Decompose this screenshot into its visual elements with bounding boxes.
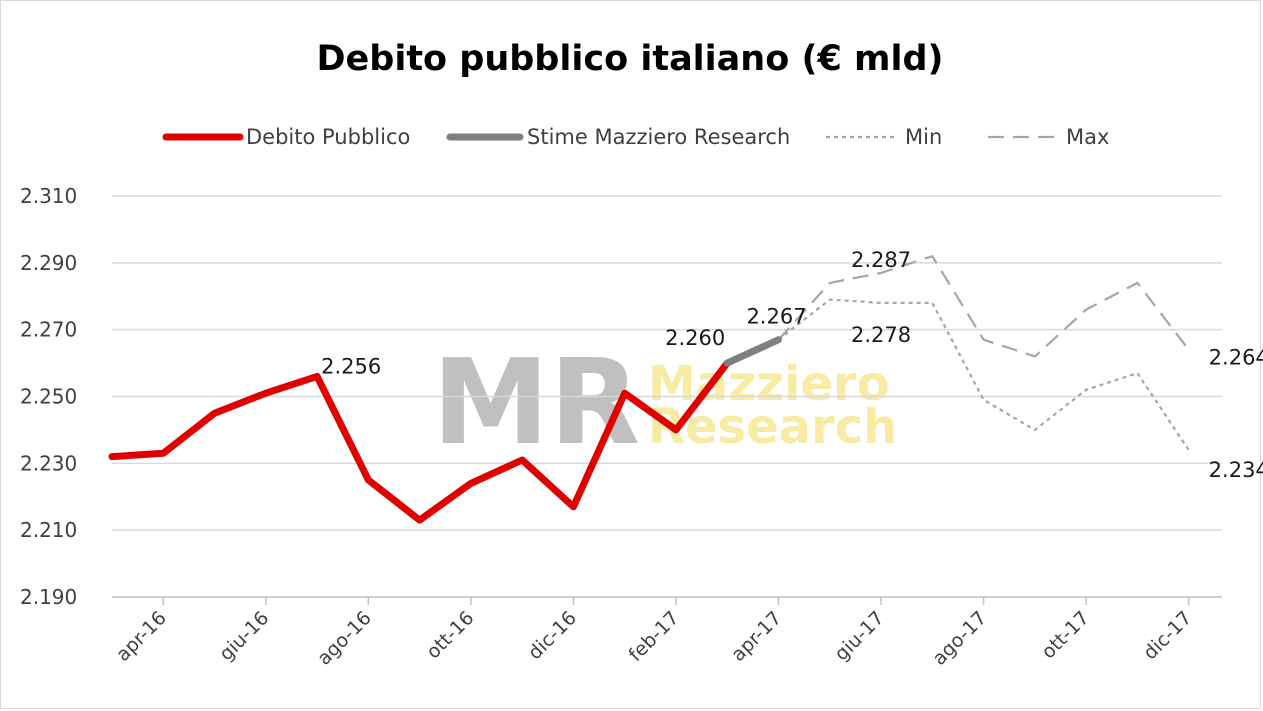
series-line-max [777,255,1190,358]
series-layer [108,255,1190,524]
data-label: 2.256 [321,354,381,378]
legend-label: Stime Mazziero Research [527,125,790,149]
y-tick-label: 2.250 [20,385,77,409]
legend-label: Max [1066,125,1109,149]
data-label: 2.278 [851,323,911,347]
x-tick-label: ago-17 [928,607,991,670]
y-tick-label: 2.190 [20,585,77,609]
axes: apr-16 giu-16 ago-16 ott-16 dic-16 feb-17 apr-… [112,596,1222,670]
y-tick-label: 2.310 [20,184,77,208]
x-tick-label: dic-17 [1139,607,1196,664]
legend-label: Debito Pubblico [246,125,410,149]
data-label: 2.267 [746,305,806,329]
watermark-letters: MR [432,333,640,471]
x-tick-label: ott-17 [1037,607,1093,663]
y-tick-label: 2.230 [20,451,77,475]
series-line-min [777,298,1190,451]
x-tick-label: apr-16 [112,607,171,666]
y-tick-label: 2.290 [20,251,77,275]
watermark-line1: Mazziero [648,356,890,412]
y-tick-label: 2.210 [20,518,77,542]
data-label: 2.264 [1209,346,1263,370]
x-tick-label: ott-16 [422,607,478,663]
watermark-line2: Research [648,399,897,455]
chart-title: Debito pubblico italiano (€ mld) [316,39,943,79]
x-tick-label: apr-17 [727,607,786,666]
x-tick-label: giu-17 [830,607,888,665]
series-line-debito-pubblico [108,359,731,524]
legend-label: Min [905,125,942,149]
x-tick-label: ago-16 [313,607,376,670]
data-labels: 2.256 2.260 2.267 2.287 2.278 2.264 2.234 [321,248,1263,482]
grid: 2.190 2.210 2.230 2.250 2.270 2.290 2.310 [20,184,1222,609]
x-tick-label: dic-16 [524,607,581,664]
x-tick-label: feb-17 [624,607,683,666]
x-tick-label: giu-16 [215,607,273,665]
watermark-logo: MR Mazziero Research [432,333,897,471]
y-tick-label: 2.270 [20,318,77,342]
series-line-stime-mazziero-research [723,336,782,367]
data-label: 2.287 [851,248,911,272]
data-label: 2.234 [1209,458,1263,482]
data-label: 2.260 [665,326,725,350]
legend: Debito Pubblico Stime Mazziero Research Mi… [162,125,1109,149]
